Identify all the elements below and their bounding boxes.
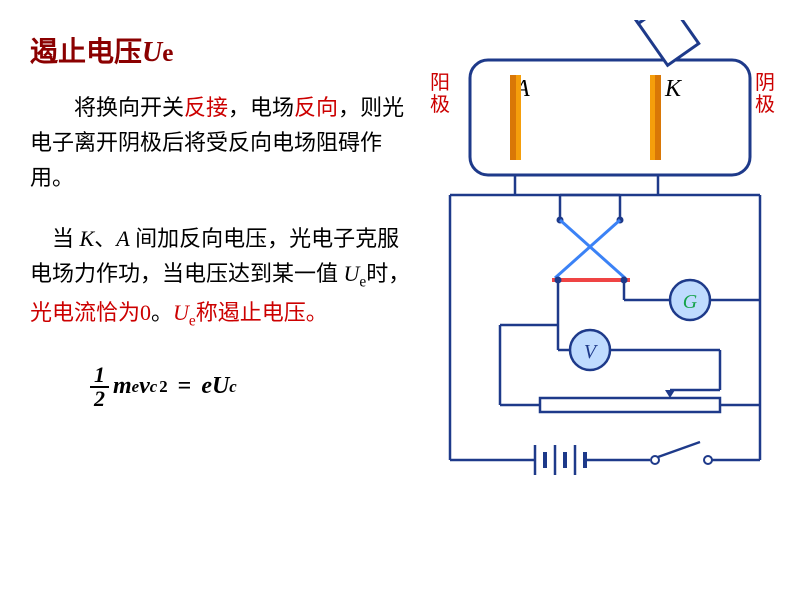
p2-t8: 时， <box>366 261 410 286</box>
rheostat <box>540 398 720 412</box>
p2-t6: U <box>344 261 360 286</box>
paragraph-2: 当 K、A 间加反向电压，光电子克服电场力作功，当电压达到某一值 Ue时，光电流… <box>30 221 420 334</box>
frac-den: 2 <box>90 388 109 410</box>
g-label: G <box>683 291 698 313</box>
p2-t1: 当 <box>52 226 80 251</box>
title-sub: e <box>162 40 173 67</box>
eq-equals: = <box>178 373 192 400</box>
p2-t12: e <box>189 312 196 329</box>
eq-v: v <box>139 373 150 400</box>
p2-t2: K <box>80 226 95 251</box>
electrode-K-inner <box>650 75 655 160</box>
frac-num: 1 <box>90 364 109 388</box>
p1-t4: 反向 <box>294 95 338 120</box>
battery <box>450 445 650 475</box>
equation: 1 2 mevc2 = eUc <box>90 364 420 410</box>
eq-vc: c <box>150 377 157 397</box>
p2-t3: 、 <box>94 226 116 251</box>
title-text: 遏止电压 <box>30 37 142 68</box>
p2-t9: 光电流恰为0 <box>30 300 151 325</box>
reversing-switch <box>515 195 658 325</box>
circuit-diagram: G V <box>440 20 780 490</box>
p1-t2: 反接 <box>184 95 228 120</box>
electrode-A-inner <box>516 75 521 160</box>
electrode-K-outer <box>655 75 661 160</box>
electrode-A-outer <box>510 75 516 160</box>
switch <box>651 442 760 464</box>
title-symbol: U <box>142 37 162 68</box>
paragraph-1: 将换向开关反接，电场反向，则光电子离开阴极后将受反向电场阻碍作用。 <box>30 90 420 196</box>
p2-t11: U <box>173 300 189 325</box>
eq-sq: 2 <box>159 377 167 397</box>
p2-t13: 称遏止电压。 <box>196 300 328 325</box>
p2-t10: 。 <box>151 300 173 325</box>
title: 遏止电压Ue <box>30 30 420 70</box>
eq-eu: eU <box>201 373 229 400</box>
eq-me: e <box>132 377 139 397</box>
p2-t4: A <box>116 226 129 251</box>
eq-uc: c <box>229 377 236 397</box>
fraction: 1 2 <box>90 364 109 410</box>
p1-t3: ，电场 <box>228 95 294 120</box>
eq-m: m <box>113 373 132 400</box>
p1-t1: 将换向开关 <box>74 95 184 120</box>
